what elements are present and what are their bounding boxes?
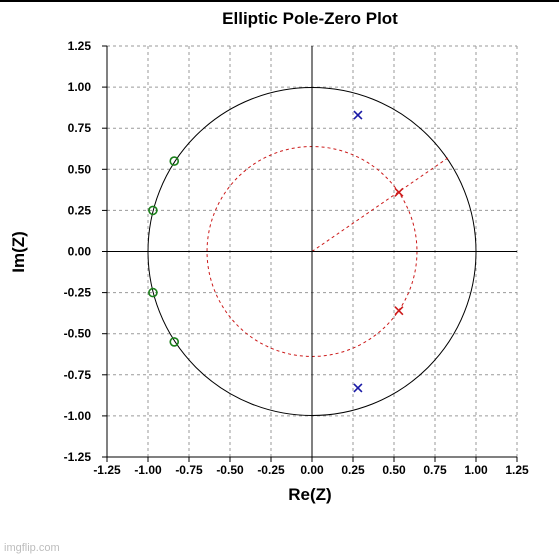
pole-marker [353, 383, 363, 393]
x-tick-label: 1.25 [505, 463, 529, 477]
top-border-line [0, 0, 559, 2]
y-tick-label: -1.25 [64, 450, 92, 464]
y-tick-label: 1.00 [68, 80, 92, 94]
pole-marker-stroke [353, 110, 363, 120]
y-tick-label: -1.00 [64, 409, 92, 423]
x-axis-label: Re(Z) [288, 485, 331, 504]
zero-marker [148, 287, 158, 298]
y-tick-label: -0.25 [64, 286, 92, 300]
y-axis-label: Im(Z) [9, 231, 28, 273]
x-tick-label: -0.75 [175, 463, 203, 477]
pole-marker-stroke [394, 306, 404, 316]
data-markers [148, 110, 404, 393]
y-tick-label: 0.25 [68, 203, 92, 217]
x-tick-label: -0.50 [216, 463, 244, 477]
pole-marker [353, 110, 363, 120]
zero-marker [169, 337, 180, 347]
watermark-text: imgflip.com [4, 542, 60, 554]
pole-marker [394, 187, 404, 197]
y-tick-label: -0.50 [64, 327, 92, 341]
pole-marker-stroke [394, 187, 404, 197]
x-tick-label: 1.00 [464, 463, 488, 477]
x-tick-label: -0.25 [257, 463, 285, 477]
x-tick-label: 0.75 [423, 463, 447, 477]
y-tick-label: 0.75 [68, 121, 92, 135]
pole-marker [394, 306, 404, 316]
y-tick-label: 1.25 [68, 39, 92, 53]
radial-line [311, 157, 449, 252]
y-tick-label: 0.50 [68, 162, 92, 176]
pole-marker-stroke [353, 383, 363, 393]
x-tick-label: 0.25 [341, 463, 365, 477]
x-tick-label: -1.00 [134, 463, 162, 477]
x-tick-label: -1.25 [93, 463, 121, 477]
tick-labels: -1.25 -1.00 -0.75 -0.50 -0.25 0.00 0.25 0.50 0.7… [64, 39, 529, 477]
x-tick-label: 0.00 [300, 463, 324, 477]
y-tick-label: 0.00 [68, 245, 92, 259]
zero-marker [169, 156, 180, 166]
axes [102, 45, 518, 462]
chart-title: Elliptic Pole-Zero Plot [222, 9, 398, 28]
zero-marker [148, 205, 158, 216]
y-tick-label: -0.75 [64, 368, 92, 382]
x-tick-label: 0.50 [382, 463, 406, 477]
